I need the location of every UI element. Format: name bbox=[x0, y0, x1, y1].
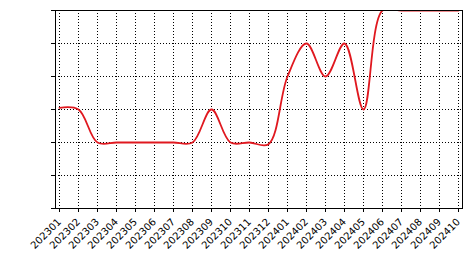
svg-text:202308: 202308 bbox=[161, 216, 197, 251]
svg-text:202301: 202301 bbox=[28, 216, 64, 251]
svg-text:202310: 202310 bbox=[199, 216, 235, 251]
svg-text:202312: 202312 bbox=[237, 216, 273, 251]
svg-text:202409: 202409 bbox=[408, 216, 444, 251]
svg-text:202407: 202407 bbox=[370, 216, 406, 251]
svg-text:202408: 202408 bbox=[389, 216, 425, 251]
svg-text:202406: 202406 bbox=[351, 216, 387, 251]
svg-text:202403: 202403 bbox=[294, 216, 330, 251]
svg-text:202309: 202309 bbox=[180, 216, 216, 251]
svg-text:202303: 202303 bbox=[66, 216, 102, 251]
svg-text:202311: 202311 bbox=[218, 216, 254, 251]
svg-text:202402: 202402 bbox=[275, 216, 311, 251]
svg-text:202404: 202404 bbox=[313, 216, 349, 251]
svg-text:202304: 202304 bbox=[85, 216, 121, 251]
svg-text:202302: 202302 bbox=[47, 216, 83, 251]
svg-text:202401: 202401 bbox=[256, 216, 292, 251]
svg-text:202305: 202305 bbox=[104, 216, 140, 251]
svg-text:202306: 202306 bbox=[123, 216, 159, 251]
svg-text:202307: 202307 bbox=[142, 216, 178, 251]
svg-text:202410: 202410 bbox=[427, 216, 462, 251]
svg-text:202405: 202405 bbox=[332, 216, 368, 251]
